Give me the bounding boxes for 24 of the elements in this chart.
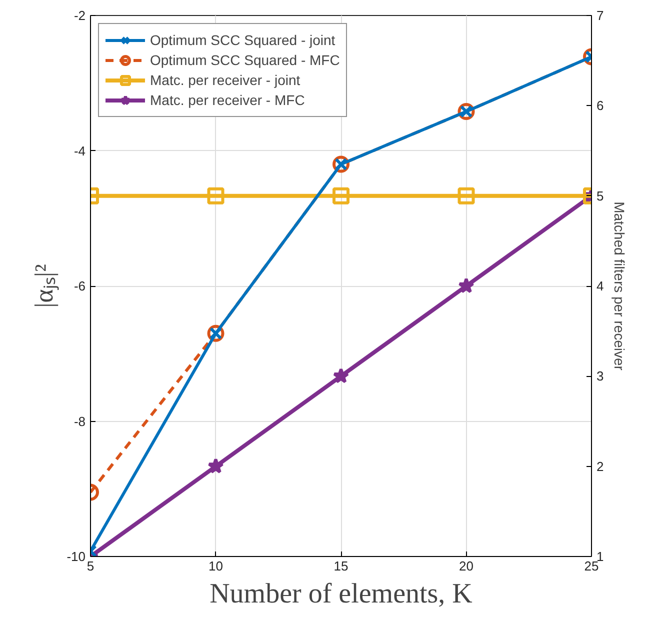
y2-tick-label: 3 <box>596 368 604 384</box>
x-tick-label: 25 <box>584 558 599 574</box>
y2-tick-label: 4 <box>596 278 604 294</box>
x-tick-label: 15 <box>334 558 348 574</box>
legend-label: Optimum SCC Squared - MFC <box>150 52 340 68</box>
x-tick-label: 10 <box>208 558 223 574</box>
y-axis-title: |αⱼₛ|² <box>30 264 60 308</box>
y2-tick-label: 6 <box>596 98 604 114</box>
x-tick-label: 5 <box>86 558 94 574</box>
legend-label: Matc. per receiver - MFC <box>150 92 305 108</box>
y-tick-label: -10 <box>66 549 86 564</box>
legend-label: Optimum SCC Squared - joint <box>150 32 336 48</box>
legend-label: Matc. per receiver - joint <box>150 72 300 88</box>
y-tick-label: -4 <box>74 143 86 158</box>
x-tick-label: 20 <box>459 558 474 574</box>
y-tick-label: -2 <box>74 8 86 23</box>
y2-tick-label: 7 <box>596 8 604 23</box>
y2-axis-title: Matched filters per receiver <box>612 202 628 371</box>
y2-tick-label: 5 <box>596 188 604 204</box>
x-axis-title: Number of elements, K <box>210 578 472 610</box>
y-tick-label: -8 <box>74 414 86 429</box>
y-tick-label: -6 <box>74 278 86 294</box>
y2-tick-label: 1 <box>596 549 604 564</box>
y2-tick-label: 2 <box>596 458 604 474</box>
